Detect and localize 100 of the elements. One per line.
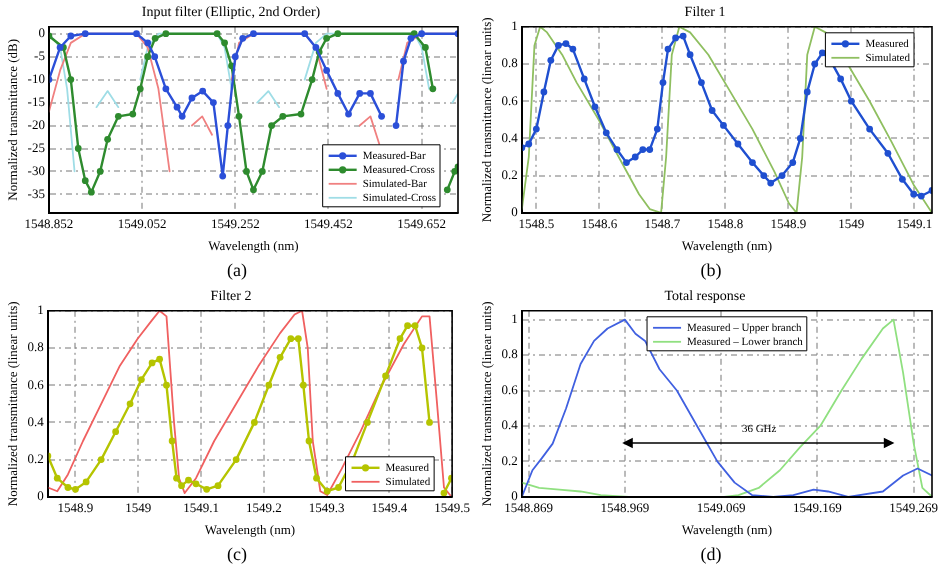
point xyxy=(178,112,186,120)
point xyxy=(323,487,331,495)
point xyxy=(114,112,122,120)
point xyxy=(591,103,599,111)
text: (c) xyxy=(225,542,249,568)
point xyxy=(356,89,364,97)
point xyxy=(168,437,176,445)
point xyxy=(104,135,112,143)
point xyxy=(144,53,152,61)
point xyxy=(323,34,331,42)
point xyxy=(818,49,826,57)
point xyxy=(173,103,181,111)
point xyxy=(451,168,458,175)
point xyxy=(297,110,305,118)
point xyxy=(580,75,588,83)
point xyxy=(767,179,775,187)
point xyxy=(199,87,207,95)
point xyxy=(53,474,61,482)
point xyxy=(162,85,170,93)
point xyxy=(602,129,610,137)
point xyxy=(646,146,654,153)
point xyxy=(917,192,925,200)
point xyxy=(148,359,156,367)
point xyxy=(418,30,426,38)
point xyxy=(137,376,145,384)
point xyxy=(294,335,302,343)
point xyxy=(144,39,152,47)
point xyxy=(243,168,250,175)
point xyxy=(847,97,855,105)
point xyxy=(720,121,727,129)
point xyxy=(367,89,374,97)
point xyxy=(532,125,540,133)
point xyxy=(837,75,845,83)
point xyxy=(173,474,180,482)
point xyxy=(136,85,144,93)
text: (d) xyxy=(698,542,724,568)
text: (b) xyxy=(698,258,724,284)
point xyxy=(265,381,273,389)
point xyxy=(235,112,243,120)
point xyxy=(214,482,222,490)
point xyxy=(562,40,570,47)
point xyxy=(129,110,137,118)
point xyxy=(760,172,768,179)
point xyxy=(232,456,240,463)
point xyxy=(313,474,320,482)
point xyxy=(312,44,320,51)
point xyxy=(400,57,407,65)
point xyxy=(884,149,892,157)
point xyxy=(188,94,196,102)
point xyxy=(299,381,307,389)
point xyxy=(112,428,120,436)
point xyxy=(203,485,211,493)
point xyxy=(268,122,276,129)
point xyxy=(421,44,429,51)
point xyxy=(64,484,72,491)
point xyxy=(639,146,647,153)
point xyxy=(554,42,562,49)
point xyxy=(540,88,548,96)
text: (a) xyxy=(225,258,249,284)
point xyxy=(126,400,134,408)
point xyxy=(81,177,89,185)
point xyxy=(418,344,426,352)
point xyxy=(192,480,200,488)
point xyxy=(898,175,906,183)
point xyxy=(866,125,874,133)
point xyxy=(910,190,918,198)
point xyxy=(301,30,309,38)
point xyxy=(210,99,217,106)
point xyxy=(74,145,82,152)
point xyxy=(345,110,352,118)
point xyxy=(279,112,287,120)
point xyxy=(178,482,185,490)
point xyxy=(276,353,284,361)
point xyxy=(335,484,342,491)
point xyxy=(334,89,342,97)
point xyxy=(287,335,295,343)
point xyxy=(382,372,389,380)
point xyxy=(396,335,404,343)
point xyxy=(569,45,577,53)
point xyxy=(72,485,79,493)
point xyxy=(239,34,247,42)
point xyxy=(219,172,227,180)
point xyxy=(221,39,228,47)
point xyxy=(631,153,639,161)
point xyxy=(224,122,232,129)
point xyxy=(653,125,661,133)
point xyxy=(778,172,786,179)
point xyxy=(672,34,679,42)
point xyxy=(250,186,257,194)
point xyxy=(334,30,342,38)
point xyxy=(749,159,756,166)
point xyxy=(613,146,621,153)
point xyxy=(698,79,705,86)
point xyxy=(664,45,672,53)
point xyxy=(440,489,448,497)
point xyxy=(133,30,140,38)
point xyxy=(525,140,533,148)
point xyxy=(67,32,75,40)
point xyxy=(97,456,105,463)
point xyxy=(156,355,163,363)
